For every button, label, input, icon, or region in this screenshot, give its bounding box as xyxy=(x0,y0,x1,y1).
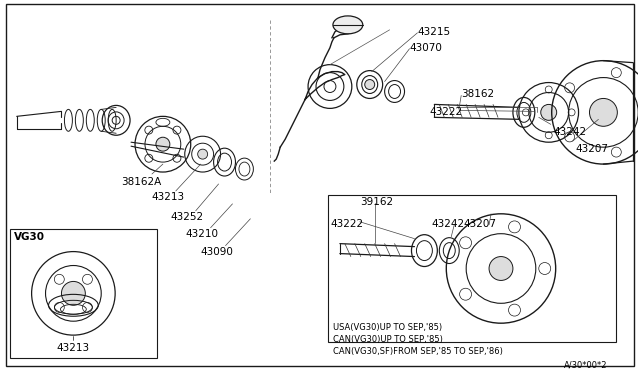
Text: VG30: VG30 xyxy=(13,232,45,242)
Text: CAN(VG30,SF)FROM SEP,'85 TO SEP,'86): CAN(VG30,SF)FROM SEP,'85 TO SEP,'86) xyxy=(333,347,503,356)
Text: 43242: 43242 xyxy=(431,219,465,229)
Text: 38162A: 38162A xyxy=(121,177,161,187)
Bar xyxy=(10,229,157,358)
Text: 43252: 43252 xyxy=(171,212,204,222)
Text: 43213: 43213 xyxy=(56,343,90,353)
Text: USA(VG30)UP TO SEP,'85): USA(VG30)UP TO SEP,'85) xyxy=(333,323,442,332)
Circle shape xyxy=(541,105,557,120)
Text: 43213: 43213 xyxy=(151,192,184,202)
Circle shape xyxy=(198,149,207,159)
Text: 43242: 43242 xyxy=(554,127,587,137)
Text: 43210: 43210 xyxy=(186,229,219,239)
Text: 43215: 43215 xyxy=(417,27,451,37)
Text: A/30*00*2: A/30*00*2 xyxy=(564,361,607,370)
Bar xyxy=(328,195,616,342)
Text: CAN(VG30)UP TO SEP,'85): CAN(VG30)UP TO SEP,'85) xyxy=(333,335,443,344)
Text: 43070: 43070 xyxy=(410,43,442,53)
Text: 43222: 43222 xyxy=(330,219,363,229)
Text: 39162: 39162 xyxy=(360,197,393,207)
Circle shape xyxy=(61,282,85,305)
Text: 43090: 43090 xyxy=(201,247,234,257)
Circle shape xyxy=(589,99,618,126)
Text: 43207: 43207 xyxy=(463,219,496,229)
Text: 38162: 38162 xyxy=(461,90,494,99)
Ellipse shape xyxy=(333,16,363,34)
Circle shape xyxy=(365,80,374,90)
Text: 43207: 43207 xyxy=(575,144,609,154)
Circle shape xyxy=(489,257,513,280)
Text: 43222: 43222 xyxy=(429,108,463,118)
Circle shape xyxy=(156,137,170,151)
